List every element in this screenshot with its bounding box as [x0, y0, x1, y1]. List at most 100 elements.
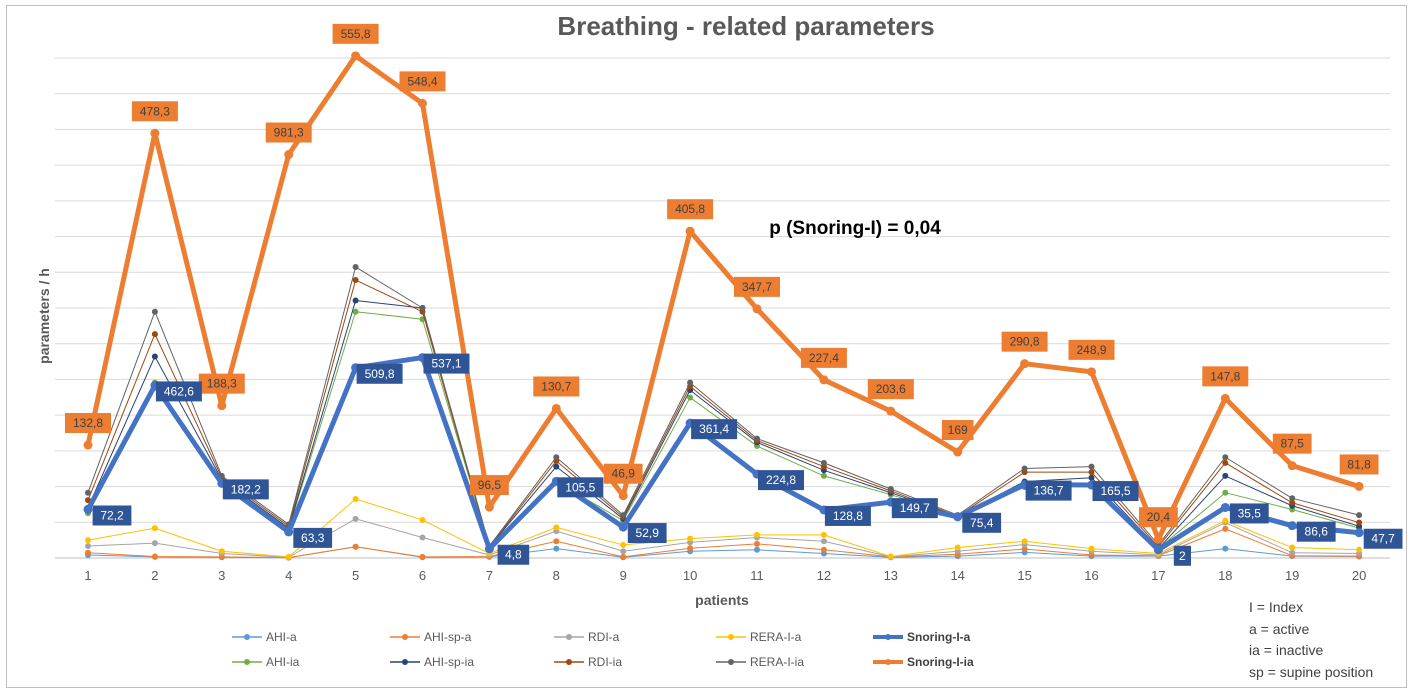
data-point [820, 531, 827, 538]
data-point [419, 516, 426, 523]
data-point [1287, 521, 1297, 531]
data-label-box [867, 379, 914, 400]
data-label-box [332, 23, 379, 44]
legend-label: RDI-ia [588, 655, 622, 669]
x-tick-label: 9 [620, 568, 627, 583]
data-point [820, 459, 827, 466]
data-point [419, 534, 426, 541]
orange-data-label: 169 [941, 420, 974, 441]
data-label-text: 182,2 [231, 482, 261, 496]
x-tick-labels: 1 2 3 4 5 6 7 8 9 10 11 12 13 14 15 16 17 18 19 20 [84, 568, 1366, 583]
chart-title: Breathing - related parameters [557, 11, 934, 41]
data-label-box [1202, 366, 1249, 387]
blue-data-label: 165,5 [1092, 481, 1139, 502]
data-point [1222, 489, 1229, 496]
data-label-box [734, 276, 780, 297]
data-point [352, 308, 359, 315]
legend-label: RDI-a [588, 630, 620, 644]
data-point [620, 512, 627, 519]
orange-data-label: 555,8 [332, 23, 379, 44]
x-tick-label: 12 [817, 568, 831, 583]
data-label-text: 224,8 [766, 473, 796, 487]
legend-item-rera-i-ia: RERA-I-ia [716, 655, 804, 669]
data-label-text: 462,6 [164, 384, 194, 398]
data-label-box [691, 419, 738, 440]
series-line [85, 355, 1360, 553]
note-inactive: ia = inactive [1249, 642, 1324, 658]
legend-marker [566, 634, 572, 640]
data-point [1287, 461, 1297, 471]
data-point [887, 485, 894, 492]
orange-data-label: 347,7 [734, 276, 780, 297]
data-point [151, 331, 158, 338]
data-label-box [1001, 331, 1048, 352]
data-point [1222, 517, 1229, 524]
x-tick-label: 4 [285, 568, 292, 583]
blue-data-label: 86,6 [1296, 521, 1336, 542]
data-label-text: 130,7 [541, 379, 571, 393]
data-point [819, 375, 829, 385]
data-point [620, 541, 627, 548]
data-point [1289, 495, 1296, 502]
data-point [1021, 538, 1028, 545]
data-point [685, 226, 695, 236]
legend-label: AHI-a [266, 630, 297, 644]
data-label-text: 347,7 [742, 280, 772, 294]
data-point [754, 540, 760, 547]
data-label-text: 555,8 [341, 27, 371, 41]
data-label-box [155, 381, 202, 402]
data-label-text: 405,8 [675, 202, 705, 216]
data-point [1289, 544, 1296, 551]
data-point [218, 548, 225, 555]
note-supine: sp = supine position [1249, 664, 1373, 680]
data-label-text: 128,8 [833, 509, 863, 523]
data-label-text: 981,3 [274, 126, 304, 140]
data-point [553, 545, 560, 552]
data-point [1220, 502, 1230, 512]
data-point [1354, 528, 1364, 538]
data-label-text: 35,5 [1238, 506, 1262, 520]
orange-data-label: 87,5 [1272, 433, 1312, 454]
data-point [754, 546, 760, 553]
data-label-box [533, 376, 580, 397]
data-point [1088, 469, 1095, 476]
data-point [687, 545, 694, 552]
x-tick-label: 7 [486, 568, 493, 583]
series-line [87, 518, 1360, 558]
data-point [1356, 519, 1363, 526]
legend-item-ahi-sp-ia: AHI-sp-ia [390, 655, 474, 669]
data-point [418, 98, 427, 108]
data-label-text: 136,7 [1034, 484, 1064, 498]
legend-item-ahi-sp-a: AHI-sp-a [390, 630, 472, 644]
data-point [352, 277, 359, 284]
blue-data-label: 128,8 [824, 505, 871, 526]
data-point [953, 512, 963, 522]
data-point [820, 546, 827, 553]
blue-data-label: 4,8 [497, 544, 530, 565]
legend-item-rdi-ia: RDI-ia [554, 655, 622, 669]
legend-marker [566, 659, 572, 665]
data-label-box [131, 101, 178, 122]
orange-data-label: 227,4 [800, 347, 847, 368]
legend-label: AHI-sp-a [424, 630, 472, 644]
data-point [1021, 546, 1028, 553]
data-point [687, 535, 694, 542]
data-point [352, 515, 359, 522]
data-label-box [92, 505, 132, 526]
blue-data-label: 361,4 [691, 419, 738, 440]
data-point [85, 489, 91, 496]
data-point [83, 504, 93, 514]
data-label-text: 147,8 [1210, 369, 1240, 383]
x-tick-label: 19 [1285, 568, 1299, 583]
orange-data-label: 132,8 [65, 413, 111, 434]
data-point [1088, 474, 1095, 481]
data-label-text: 87,5 [1281, 437, 1305, 451]
data-point [1222, 472, 1229, 479]
legend-label: AHI-ia [266, 655, 300, 669]
data-point [352, 496, 359, 503]
blue-data-label: 149,7 [891, 498, 938, 519]
data-point [284, 150, 294, 160]
data-label-box [627, 523, 667, 544]
data-label-text: 478,3 [140, 104, 170, 118]
orange-data-label: 20,4 [1139, 507, 1178, 528]
